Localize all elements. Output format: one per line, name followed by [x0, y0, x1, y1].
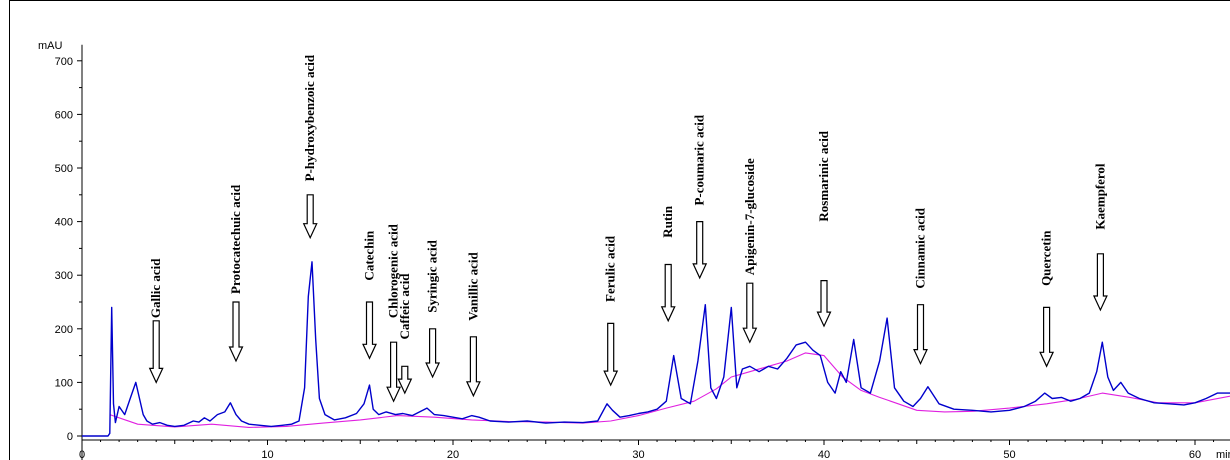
peak-label: Syringic acid	[425, 239, 440, 312]
axes: 0 100 200 300 400 500 600 700 0 10 20 30 40 50 60 mAU mi…	[38, 40, 1230, 460]
y-tick-label: 300	[55, 270, 73, 282]
peak-arrow	[692, 221, 708, 280]
peak-arrow	[742, 282, 758, 344]
peak-annotation: Chlorogenic acid	[386, 223, 402, 403]
peak-arrow	[913, 304, 928, 366]
peak-arrow	[1092, 253, 1108, 312]
peak-label: Vanillic acid	[465, 251, 480, 320]
y-tick-label: 600	[55, 109, 73, 121]
y-tick-label: 700	[55, 56, 73, 68]
peak-arrow	[816, 280, 832, 328]
peak-arrow	[397, 365, 413, 395]
x-tick-label: 60	[1189, 449, 1201, 460]
peak-label: Rutin	[660, 205, 675, 238]
peak-annotation: Rosmarinic acid	[816, 130, 832, 328]
baseline-line	[109, 352, 1230, 428]
peak-annotation: Kaempferol	[1092, 163, 1108, 312]
peak-label: Quercetin	[1039, 230, 1054, 286]
x-axis-unit: min	[1216, 449, 1230, 460]
peak-label: P-coumaric acid	[692, 114, 707, 205]
peak-arrow	[603, 322, 619, 387]
x-tick-label: 20	[447, 449, 459, 460]
peak-arrow	[362, 301, 377, 360]
y-tick-label: 400	[55, 217, 73, 229]
peak-annotation: P-hydroxybenzoic acid	[302, 54, 318, 240]
peak-annotation: Vanillic acid	[465, 251, 481, 398]
peak-label: Apigenin-7-glucoside	[742, 158, 757, 275]
peak-arrow	[660, 263, 676, 323]
chromatogram-signal-line	[82, 261, 1230, 437]
peak-label: Caffeic acid	[397, 273, 412, 340]
y-tick-label: 200	[55, 324, 73, 336]
peak-label: Catechin	[362, 230, 377, 281]
peak-annotation: Quercetin	[1039, 230, 1055, 368]
y-axis-unit: mAU	[38, 40, 63, 52]
peak-annotation: Catechin	[362, 230, 377, 360]
baseline-layer	[109, 352, 1230, 428]
peak-label: Cinnamic acid	[912, 207, 927, 288]
chart-frame	[9, 0, 1230, 460]
x-tick-label: 10	[261, 449, 273, 460]
x-tick-label: 50	[1003, 449, 1015, 460]
peak-arrow	[228, 301, 244, 363]
peak-arrow	[148, 320, 164, 384]
peak-annotation: Rutin	[660, 205, 676, 323]
y-tick-label: 500	[55, 163, 73, 175]
x-tick-label: 0	[79, 449, 85, 460]
signal-layer	[82, 261, 1230, 437]
peak-label: Gallic acid	[148, 258, 163, 318]
peak-label: P-hydroxybenzoic acid	[302, 54, 317, 181]
annotation-layer: Gallic acid Protocatechuic acid P-hydroxyb…	[148, 54, 1108, 403]
peak-annotation: Caffeic acid	[397, 273, 413, 395]
y-tick-label: 0	[67, 431, 73, 443]
peak-arrow	[465, 336, 481, 398]
peak-arrow	[1039, 306, 1055, 368]
peak-label: Protocatechuic acid	[228, 184, 243, 294]
x-tick-label: 30	[632, 449, 644, 460]
peak-annotation: Ferulic acid	[603, 235, 619, 387]
peak-arrow	[386, 341, 402, 403]
peak-label: Kaempferol	[1092, 163, 1107, 230]
peak-arrow	[302, 194, 318, 240]
peak-annotation: Protocatechuic acid	[228, 184, 244, 363]
x-tick-label: 40	[818, 449, 830, 460]
peak-arrow	[425, 328, 441, 379]
peak-annotation: Apigenin-7-glucoside	[742, 158, 758, 344]
peak-annotation: P-coumaric acid	[692, 114, 708, 280]
peak-label: Rosmarinic acid	[816, 130, 831, 221]
peak-annotation: Syringic acid	[425, 239, 441, 379]
peak-annotation: Gallic acid	[148, 258, 164, 384]
peak-annotation: Cinnamic acid	[912, 207, 928, 366]
y-tick-label: 100	[55, 377, 73, 389]
peak-label: Ferulic acid	[603, 235, 618, 302]
peak-label: Chlorogenic acid	[386, 223, 401, 318]
